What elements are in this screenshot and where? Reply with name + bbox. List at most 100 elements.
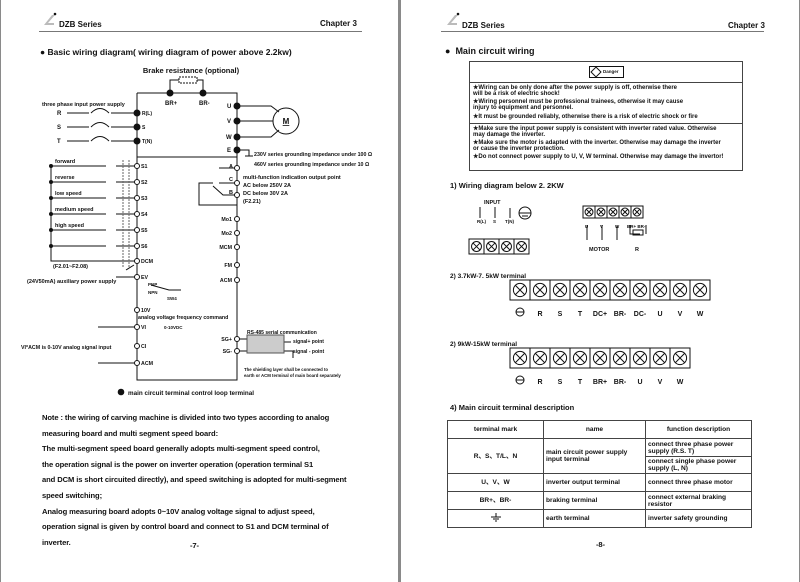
strip1-label: S [558, 311, 563, 318]
section-3: 2) 9kW-15kW terminal [450, 341, 517, 348]
input-t: T [57, 139, 61, 145]
header-cell: name [543, 420, 646, 439]
wiring-diagram: Brake resistance (optional) BR+ BR- thre… [21, 66, 373, 397]
strip2-label: T [578, 379, 583, 386]
signal-minus: signal - point [293, 349, 324, 355]
motor-label: M [283, 117, 290, 126]
table-cell: connect three phase power supply (R.S. T… [645, 438, 752, 457]
page-7: DZB Series Chapter 3 ● Basic wiring diag… [1, 0, 398, 582]
term-s: S [142, 125, 146, 131]
vi-acm-note: VI*ACM is 0-10V analog signal input [21, 345, 112, 351]
screw-icon [552, 282, 568, 298]
input-terminal-cell [513, 238, 530, 255]
pnp-label: PNP [148, 282, 157, 287]
label-high: high speed [55, 223, 84, 229]
screw-icon [692, 282, 708, 298]
label-low: low speed [55, 191, 82, 197]
term-ev: EV [141, 275, 149, 281]
screw-icon [471, 241, 482, 252]
screw-icon [572, 350, 588, 366]
input-s: S [57, 125, 61, 131]
multi-note-3: DC below 30V 2A [243, 191, 288, 197]
earth-icon [490, 513, 501, 522]
section-4: 4) Main circuit terminal description [450, 403, 575, 412]
relay-c: C [229, 177, 233, 183]
relay-b: B [229, 190, 233, 196]
screw-icon [486, 241, 497, 252]
out-u: U [585, 224, 588, 229]
screw-icon [501, 241, 512, 252]
term-s6: S6 [141, 244, 148, 250]
screw-icon [620, 207, 630, 217]
term-e: E [227, 148, 231, 154]
logo-icon [42, 12, 57, 25]
legend: main circuit terminal control loop termi… [128, 390, 254, 397]
caution-line: ★Make sure the input power supply is con… [473, 126, 717, 132]
screw-icon [612, 350, 628, 366]
in-r: R(L) [477, 219, 486, 224]
strip1-label: BR- [614, 311, 627, 318]
analog-cmd: analog voltage frequency command [138, 315, 228, 321]
term-mo1: Mo1 [221, 217, 232, 223]
table-cell: connect single phase power supply (L, N) [645, 456, 752, 474]
screw-icon [532, 350, 548, 366]
table-cell: main circuit power supply input terminal [543, 438, 646, 474]
strip2-label: BR+ [593, 379, 607, 386]
term-s4: S4 [141, 212, 148, 218]
term-s3: S3 [141, 196, 148, 202]
motor-label: MOTOR [589, 247, 609, 253]
relay-a: A [229, 164, 233, 170]
term-v: V [227, 119, 231, 125]
screw-icon [672, 350, 688, 366]
term-ci: CI [141, 344, 147, 350]
header-chapter: Chapter 3 [728, 21, 765, 30]
page-8: DZB Series Chapter 3 ● Main circuit wiri… [401, 0, 799, 582]
screw-icon [612, 282, 628, 298]
input-label: INPUT [484, 200, 501, 206]
strip1-label: DC- [634, 311, 647, 318]
strip1-terminal-cell [689, 279, 711, 301]
term-r: R(L) [142, 111, 152, 117]
danger-line: will be a risk of electric shock! [473, 91, 560, 97]
input-label: three phase input power supply [42, 102, 126, 108]
caution-line: ★Make sure the motor is adapted with the… [473, 140, 721, 146]
shield-note-1: The shielding layer shall be connected t… [244, 367, 328, 372]
table-cell: earth terminal [543, 509, 646, 528]
danger-line: ★Wiring can be only done after the power… [473, 85, 678, 91]
signal-plus: signal+ point [293, 339, 324, 345]
screw-icon [632, 350, 648, 366]
terminal-diagrams: INPUT R(L) S T(N) U V W BR+ BR- MOTOR R … [450, 200, 711, 386]
screw-icon [632, 282, 648, 298]
page-number: -7- [190, 541, 199, 550]
strip1-label: DC+ [593, 311, 607, 318]
header-series: DZB Series [462, 21, 505, 30]
br-plus-label: BR+ [165, 101, 178, 107]
resistor-label: R [635, 247, 639, 253]
main-terminal-icon [117, 388, 125, 396]
earth-symbol-cell [447, 509, 544, 528]
strip1-label: T [578, 311, 583, 318]
term-s2: S2 [141, 180, 148, 186]
label-reverse: reverse [55, 175, 75, 181]
in-s: S [493, 219, 496, 224]
strip2-label: U [637, 379, 642, 386]
danger-line: injury to equipment and personnel. [473, 105, 574, 111]
strip1-label: U [657, 311, 662, 318]
warning-icon [590, 66, 602, 78]
strip2-label: BR- [614, 379, 627, 386]
table-cell: braking terminal [543, 491, 646, 510]
screw-icon [672, 282, 688, 298]
screw-icon [592, 282, 608, 298]
term-acm-right: ACM [220, 278, 233, 284]
caution-line: may damage the inverter. [473, 132, 546, 138]
section-title: ● Main circuit wiring [445, 46, 535, 56]
term-dcm: DCM [141, 259, 154, 265]
table-cell: inverter safety grounding [645, 509, 752, 528]
screw-icon [652, 282, 668, 298]
screw-icon [516, 241, 527, 252]
multi-note-1: multi-function indication output point [243, 175, 341, 181]
strip1-label: W [697, 311, 704, 318]
term-mo2: Mo2 [221, 231, 232, 237]
term-t: T(N) [142, 139, 152, 145]
table-cell: connect external braking resistor [645, 491, 752, 510]
